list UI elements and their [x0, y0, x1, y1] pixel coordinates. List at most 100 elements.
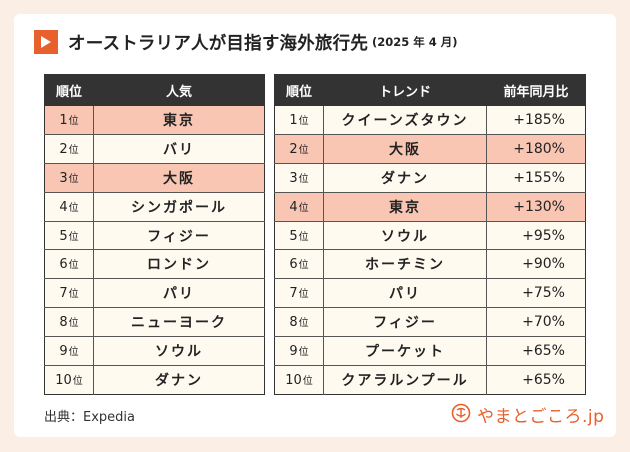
rank-cell: 10位 — [274, 365, 324, 395]
rank-unit: 位 — [68, 144, 79, 156]
rank-cell: 6位 — [44, 249, 94, 279]
table-row: 5位 ソウル +95% — [274, 220, 586, 250]
destination-name: ダナン — [93, 365, 265, 395]
yoy-change: +185% — [486, 105, 586, 135]
rank-unit: 位 — [68, 260, 79, 272]
destination-name: ソウル — [323, 220, 487, 250]
destination-name: フィジー — [93, 220, 265, 250]
rank-unit: 位 — [298, 115, 309, 127]
rank-unit: 位 — [298, 260, 309, 272]
yoy-change: +65% — [486, 336, 586, 366]
header-rank: 順位 — [44, 74, 94, 106]
table-row: 8位 ニューヨーク — [44, 307, 265, 337]
rank-unit: 位 — [298, 231, 309, 243]
rank-number: 10 — [55, 372, 72, 388]
rank-cell: 1位 — [274, 105, 324, 135]
table-row: 10位 クアラルンプール +65% — [274, 365, 586, 395]
rank-number: 2 — [289, 141, 298, 157]
rank-unit: 位 — [298, 289, 309, 301]
rank-number: 1 — [289, 112, 298, 128]
destination-name: ソウル — [93, 336, 265, 366]
table-row: 8位 フィジー +70% — [274, 307, 586, 337]
rank-cell: 4位 — [274, 191, 324, 222]
destination-name: 東京 — [323, 191, 487, 222]
rank-cell: 5位 — [44, 220, 94, 250]
rank-cell: 9位 — [274, 336, 324, 366]
rank-number: 7 — [59, 286, 68, 302]
rank-unit: 位 — [298, 173, 309, 185]
table-row: 3位 ダナン +155% — [274, 162, 586, 193]
rank-number: 6 — [59, 257, 68, 273]
rank-cell: 7位 — [44, 278, 94, 308]
rank-unit: 位 — [68, 202, 79, 214]
yoy-change: +70% — [486, 307, 586, 337]
rank-number: 8 — [59, 315, 68, 331]
destination-name: ダナン — [323, 162, 487, 193]
rank-cell: 8位 — [44, 307, 94, 337]
rank-unit: 位 — [298, 347, 309, 359]
table-row: 7位 パリ — [44, 278, 265, 308]
yoy-change: +155% — [486, 162, 586, 193]
table-row: 10位 ダナン — [44, 365, 265, 395]
rank-unit: 位 — [68, 347, 79, 359]
destination-name: プーケット — [323, 336, 487, 366]
table-row: 6位 ホーチミン +90% — [274, 249, 586, 279]
destination-name: ニューヨーク — [93, 307, 265, 337]
table-row: 9位 ソウル — [44, 336, 265, 366]
logo: やまとごころ.jp — [451, 402, 604, 427]
rank-number: 7 — [289, 286, 298, 302]
rank-unit: 位 — [298, 144, 309, 156]
rank-cell: 3位 — [44, 162, 94, 193]
destination-name: バリ — [93, 133, 265, 164]
yoy-change: +75% — [486, 278, 586, 308]
rank-unit: 位 — [68, 289, 79, 301]
rank-number: 9 — [289, 344, 298, 360]
destination-name: シンガポール — [93, 191, 265, 222]
header-popular: 人気 — [93, 74, 265, 106]
yoy-change: +130% — [486, 191, 586, 222]
popular-table: 順位 人気 1位 東京 2位 バリ 3位 大阪 4位 シンガポール 5位 フィジー 6位 ロンドン 7位… — [44, 74, 265, 395]
header-trend: トレンド — [323, 74, 487, 106]
rank-unit: 位 — [68, 231, 79, 243]
rank-cell: 5位 — [274, 220, 324, 250]
rank-number: 2 — [59, 141, 68, 157]
destination-name: 大阪 — [323, 133, 487, 164]
table-row: 1位 クイーンズタウン +185% — [274, 105, 586, 135]
rank-number: 6 — [289, 257, 298, 273]
source-note: 出典：Expedia — [44, 410, 135, 425]
rank-cell: 7位 — [274, 278, 324, 308]
rank-cell: 2位 — [44, 133, 94, 164]
rank-cell: 6位 — [274, 249, 324, 279]
table-row: 4位 東京 +130% — [274, 191, 586, 222]
logo-icon — [451, 403, 471, 427]
table-row: 1位 東京 — [44, 105, 265, 135]
rank-number: 8 — [289, 315, 298, 331]
destination-name: ホーチミン — [323, 249, 487, 279]
yoy-change: +65% — [486, 365, 586, 395]
destination-name: クアラルンプール — [323, 365, 487, 395]
rank-cell: 10位 — [44, 365, 94, 395]
rank-cell: 3位 — [274, 162, 324, 193]
destination-name: パリ — [323, 278, 487, 308]
page-subtitle: (2025 年 4 月) — [372, 35, 458, 49]
play-icon — [34, 30, 58, 54]
trend-table: 順位 トレンド 前年同月比 1位 クイーンズタウン +185% 2位 大阪 +180% 3位… — [274, 74, 586, 395]
rank-number: 3 — [289, 170, 298, 186]
table-row: 9位 プーケット +65% — [274, 336, 586, 366]
rank-cell: 1位 — [44, 105, 94, 135]
destination-name: ロンドン — [93, 249, 265, 279]
table-row: 6位 ロンドン — [44, 249, 265, 279]
table-row: 7位 パリ +75% — [274, 278, 586, 308]
yoy-change: +180% — [486, 133, 586, 164]
destination-name: 大阪 — [93, 162, 265, 193]
rank-number: 5 — [59, 228, 68, 244]
destination-name: パリ — [93, 278, 265, 308]
rank-cell: 9位 — [44, 336, 94, 366]
title-row: オーストラリア人が目指す海外旅行先 (2025 年 4 月) — [34, 28, 458, 56]
rank-number: 4 — [289, 199, 298, 215]
rank-number: 4 — [59, 199, 68, 215]
rank-unit: 位 — [302, 375, 313, 387]
table-row: 3位 大阪 — [44, 162, 265, 193]
logo-text: やまとごころ.jp — [477, 407, 605, 427]
table-row: 2位 大阪 +180% — [274, 133, 586, 164]
